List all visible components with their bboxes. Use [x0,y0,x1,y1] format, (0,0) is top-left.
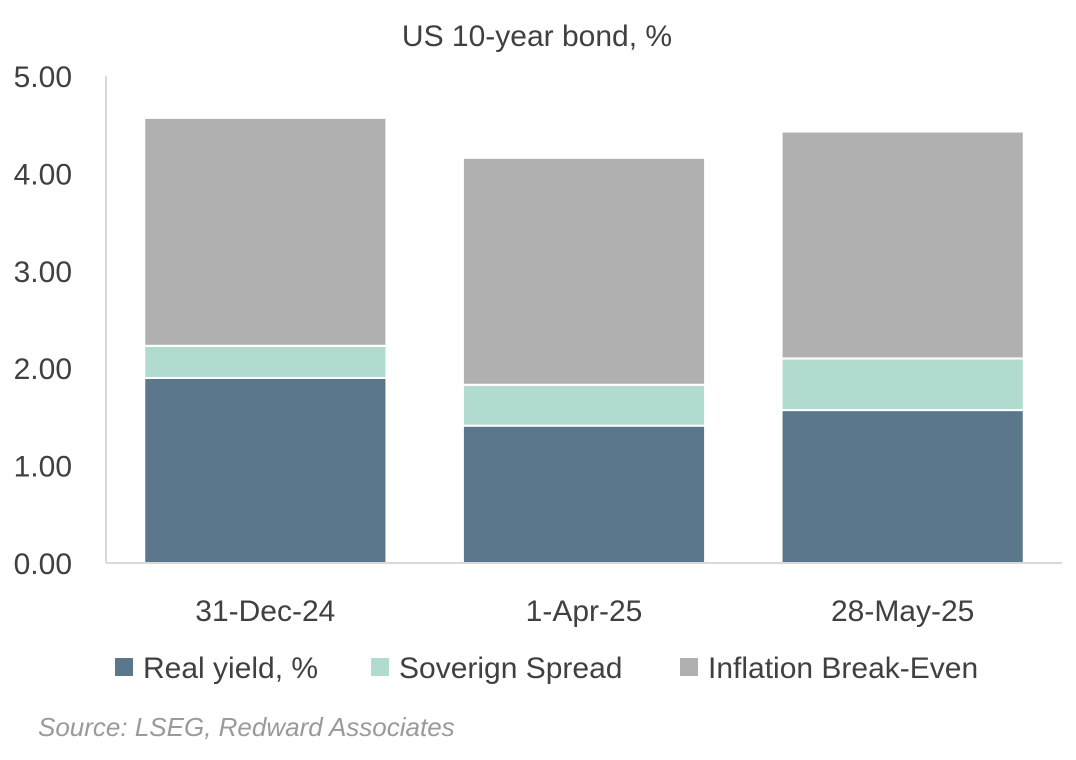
y-tick-label: 1.00 [14,451,72,484]
y-tick-label: 5.00 [14,61,72,94]
source-note: Source: LSEG, Redward Associates [38,712,455,742]
chart-title: US 10-year bond, % [402,20,672,53]
bar-segment-3-3 [780,130,1025,360]
y-tick-label: 3.00 [14,256,72,289]
legend-swatch [115,658,133,676]
y-tick-label: 4.00 [14,158,72,191]
bar-segment-2-2 [461,383,707,427]
bar-segment-2-3 [780,357,1025,412]
legend-swatch [371,658,389,676]
bar-segment-1-3 [780,409,1025,564]
x-tick-label: 28-May-25 [831,595,974,628]
y-axis-ticks: 0.00 1.00 2.00 3.00 4.00 5.00 [14,61,72,581]
bar-segment-3-2 [461,156,707,386]
x-tick-label: 31-Dec-24 [195,595,335,628]
bar-segment-3-1 [143,116,388,347]
bar-segment-1-1 [143,376,388,564]
y-tick-label: 0.00 [14,548,72,581]
x-tick-label: 1-Apr-25 [526,595,643,628]
bar-segment-2-1 [143,344,388,379]
y-tick-label: 2.00 [14,353,72,386]
legend: Real yield, % Soverign Spread Inflation Br… [115,652,978,685]
legend-label: Real yield, % [143,652,318,685]
legend-swatch [680,658,698,676]
legend-label: Inflation Break-Even [708,652,978,685]
x-axis-ticks: 31-Dec-24 1-Apr-25 28-May-25 [195,595,974,628]
bars [143,116,1025,564]
legend-label: Soverign Spread [399,652,622,685]
bar-segment-1-2 [461,424,707,564]
